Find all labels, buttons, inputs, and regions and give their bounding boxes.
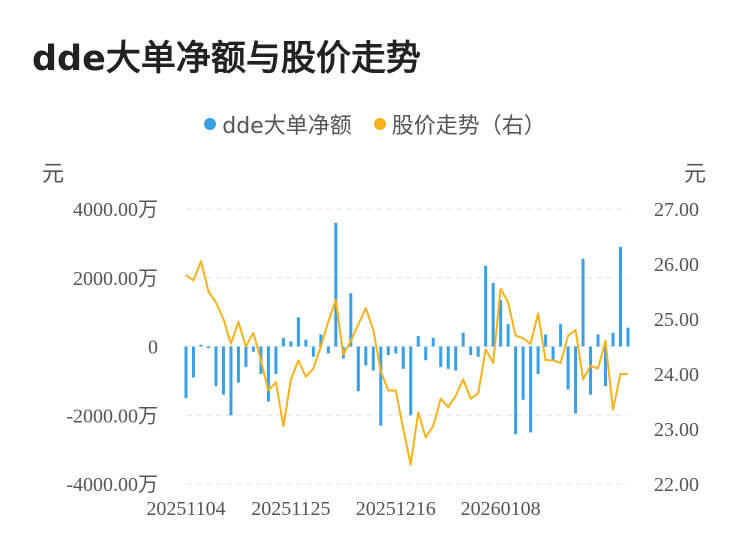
bar-dde [236,346,240,383]
bar-dde [251,346,255,352]
bar-dde [424,346,428,361]
bar-dde [401,346,405,369]
y-left-tick-label: -4000.00万 [66,474,158,496]
bar-dde [611,332,615,347]
legend-label-dde: dde大单净额 [222,114,352,139]
x-tick-label: 20251125 [251,498,330,520]
bar-series [184,222,630,435]
bar-dde [371,346,375,371]
right-axis-unit: 元 [684,162,707,187]
bar-dde [461,332,465,347]
bar-dde [589,346,593,395]
bar-dde [596,334,600,347]
legend-label-price: 股价走势（右） [391,114,546,139]
bar-dde [484,265,488,347]
bar-dde [626,327,630,347]
bar-dde [394,346,398,354]
bar-dde [304,339,308,347]
bar-dde [244,346,248,368]
bar-dde [514,346,518,435]
bar-dde [349,293,353,347]
bar-dde [214,346,218,387]
bar-dde [566,346,570,390]
bar-dde [491,282,495,347]
bar-dde [229,346,233,416]
bar-dde [289,341,293,347]
line-series [185,260,628,466]
bar-dde [221,346,225,395]
bar-dde [266,346,270,402]
y-left-tick-label: 2000.00万 [73,268,158,290]
bar-dde [296,317,300,347]
bar-dde [356,346,360,392]
bar-dde [334,222,338,347]
bar-dde [559,324,563,347]
bar-dde [529,346,533,433]
bar-dde [319,334,323,347]
bar-dde [619,246,623,347]
bar-dde [604,346,608,387]
legend-item-dde[interactable]: dde大单净额 [204,108,352,140]
bar-dde [379,346,383,426]
legend-item-price[interactable]: 股价走势（右） [373,108,546,140]
bar-dde [446,346,450,369]
x-tick-label: 20260108 [461,498,541,520]
x-tick-label: 20251104 [146,498,225,520]
y-right-tick-label: 22.00 [654,474,699,496]
chart-legend: dde大单净额 股价走势（右） [0,108,750,140]
bar-dde [574,346,578,414]
chart-title: dde大单净额与股价走势 [32,39,421,79]
bar-dde [536,346,540,374]
y-right-tick-label: 26.00 [654,254,699,276]
bar-dde [521,346,525,400]
y-right-tick-label: 24.00 [654,364,699,386]
bar-dde [206,346,210,349]
bar-dde [386,346,390,356]
bar-dde [199,344,203,347]
legend-dot-price-icon [373,118,386,130]
y-left-tick-label: 4000.00万 [73,199,158,221]
axis-labels: 4000.00万 2000.00万 0 -2000.00万 -4000.00万 27.00… [66,199,699,520]
bar-dde [439,346,443,368]
bar-dde [281,337,285,347]
bar-dde [544,334,548,347]
bar-dde [364,346,368,366]
legend-dot-dde-icon [204,118,217,130]
y-left-tick-label: -2000.00万 [66,405,158,427]
bar-dde [274,346,278,374]
grid-lines [186,208,628,485]
bar-dde [551,346,555,361]
y-right-tick-label: 23.00 [654,419,699,441]
bar-dde [184,346,188,399]
y-right-tick-label: 27.00 [654,199,699,221]
bar-dde [469,346,473,356]
y-right-tick-label: 25.00 [654,309,699,331]
bar-dde [476,346,480,357]
x-tick-label: 20251216 [356,498,436,520]
bar-dde [499,300,503,347]
bar-dde [431,337,435,347]
bar-dde [506,324,510,347]
bar-dde [581,258,585,347]
bar-dde [416,336,420,347]
bar-dde [191,346,195,378]
bar-dde [409,346,413,416]
price-line [185,260,628,466]
bar-dde [311,346,315,357]
y-left-tick-label: 0 [148,337,158,359]
left-axis-unit: 元 [42,162,65,187]
bar-dde [454,346,458,371]
bar-dde [326,346,330,354]
